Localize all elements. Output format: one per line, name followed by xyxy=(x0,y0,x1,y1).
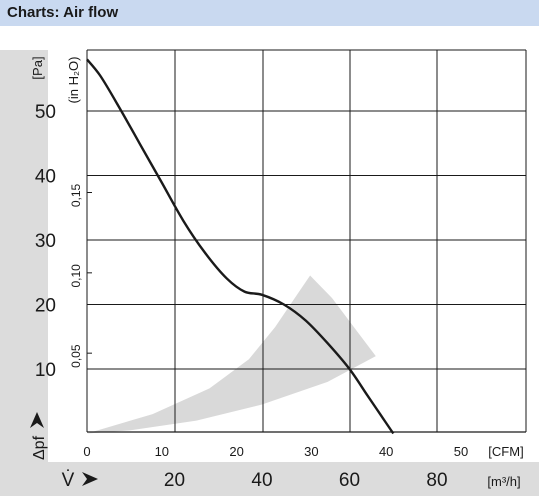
x-tick-label-cfm: 20 xyxy=(229,444,243,459)
x-tick-label-cfm: 30 xyxy=(304,444,318,459)
y-axis-arrow-icon xyxy=(30,412,44,428)
x-axis-unit-m3h: [m³/h] xyxy=(487,474,520,489)
y-axis-unit-inh2o: (in H₂O) xyxy=(66,57,81,104)
x-tick-label-cfm: 10 xyxy=(155,444,169,459)
x-axis-symbol: V̇ xyxy=(62,470,75,491)
y-tick-label-pa: 10 xyxy=(35,360,56,381)
y-tick-label-pa: 20 xyxy=(35,296,56,317)
y-axis-symbol: Δpf xyxy=(31,435,48,460)
y-tick-label-inh2o: 0,05 xyxy=(69,344,83,368)
y-tick-label-pa: 40 xyxy=(35,167,56,188)
chart-title: Charts: Air flow xyxy=(0,0,539,26)
y-tick-label-pa: 30 xyxy=(35,231,56,252)
x-axis-bottom-band xyxy=(48,462,539,496)
y-tick-label-inh2o: 0,10 xyxy=(69,264,83,288)
x-tick-label-m3h: 20 xyxy=(164,470,185,491)
x-axis-arrow-icon xyxy=(82,472,98,486)
x-axis-unit-cfm: [CFM] xyxy=(488,444,523,459)
x-tick-label-cfm: 0 xyxy=(83,444,90,459)
x-tick-label-cfm: 40 xyxy=(379,444,393,459)
x-tick-label-m3h: 60 xyxy=(339,470,360,491)
y-tick-label-pa: 50 xyxy=(35,102,56,123)
x-tick-label-m3h: 40 xyxy=(251,470,272,491)
y-tick-label-inh2o: 0,15 xyxy=(69,184,83,208)
y-axis-unit-pa: [Pa] xyxy=(30,56,45,79)
x-tick-label-m3h: 80 xyxy=(426,470,447,491)
x-tick-label-cfm: 50 xyxy=(454,444,468,459)
air-flow-curve xyxy=(86,58,395,435)
operating-region xyxy=(87,275,376,434)
